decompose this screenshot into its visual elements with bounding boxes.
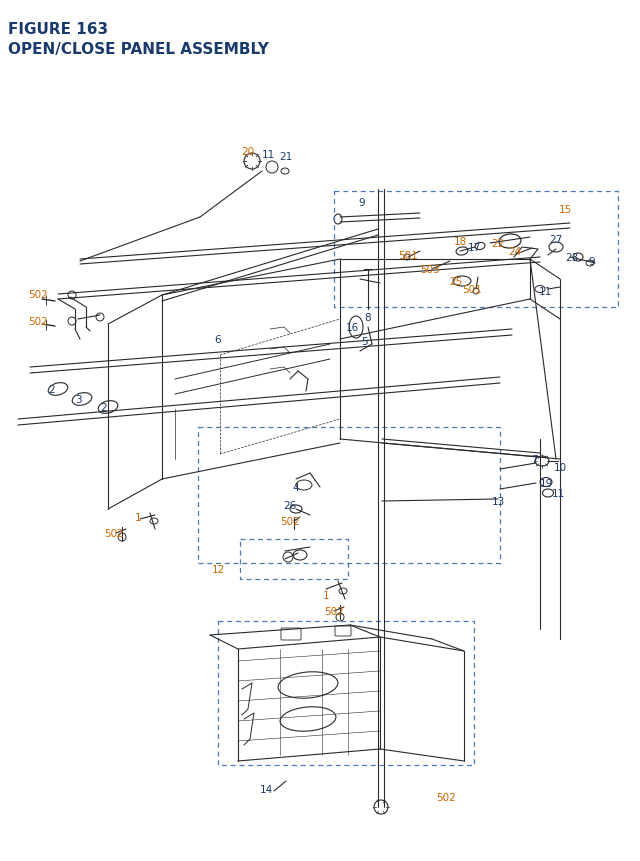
Text: 20: 20 xyxy=(241,147,255,157)
Text: FIGURE 163: FIGURE 163 xyxy=(8,22,108,37)
Text: 502: 502 xyxy=(324,606,344,616)
Text: 502: 502 xyxy=(104,529,124,538)
Text: 11: 11 xyxy=(552,488,564,499)
Text: 11: 11 xyxy=(261,150,275,160)
Text: 23: 23 xyxy=(565,253,579,263)
Text: 8: 8 xyxy=(365,313,371,323)
Text: 12: 12 xyxy=(211,564,225,574)
Text: 19: 19 xyxy=(540,479,552,488)
Text: 18: 18 xyxy=(453,237,467,247)
Text: OPEN/CLOSE PANEL ASSEMBLY: OPEN/CLOSE PANEL ASSEMBLY xyxy=(8,42,269,57)
Text: 5: 5 xyxy=(362,337,368,347)
Text: 502: 502 xyxy=(28,317,48,326)
Text: 501: 501 xyxy=(462,285,482,294)
Text: 502: 502 xyxy=(436,792,456,802)
Text: 10: 10 xyxy=(554,462,566,473)
Text: 6: 6 xyxy=(214,335,221,344)
Text: 27: 27 xyxy=(549,235,563,245)
Text: 13: 13 xyxy=(492,497,504,506)
Text: 9: 9 xyxy=(358,198,365,208)
Text: 502: 502 xyxy=(280,517,300,526)
Text: 9: 9 xyxy=(589,257,595,267)
Text: 22: 22 xyxy=(492,238,504,249)
Text: 14: 14 xyxy=(259,784,273,794)
Text: 24: 24 xyxy=(508,247,522,257)
Text: 1: 1 xyxy=(134,512,141,523)
Text: 1: 1 xyxy=(323,591,330,600)
Text: 501: 501 xyxy=(398,251,418,261)
Text: 2: 2 xyxy=(49,385,55,394)
Text: 15: 15 xyxy=(558,205,572,214)
Text: 11: 11 xyxy=(538,287,552,297)
Text: 25: 25 xyxy=(449,276,463,287)
Text: 16: 16 xyxy=(346,323,358,332)
Text: 26: 26 xyxy=(284,500,296,511)
Text: 4: 4 xyxy=(292,482,300,492)
Text: 7: 7 xyxy=(531,455,538,464)
Text: 3: 3 xyxy=(75,394,81,405)
Text: 502: 502 xyxy=(28,289,48,300)
Text: 17: 17 xyxy=(467,243,481,253)
Text: 503: 503 xyxy=(420,264,440,275)
Text: 2: 2 xyxy=(100,403,108,412)
Text: 21: 21 xyxy=(280,152,292,162)
